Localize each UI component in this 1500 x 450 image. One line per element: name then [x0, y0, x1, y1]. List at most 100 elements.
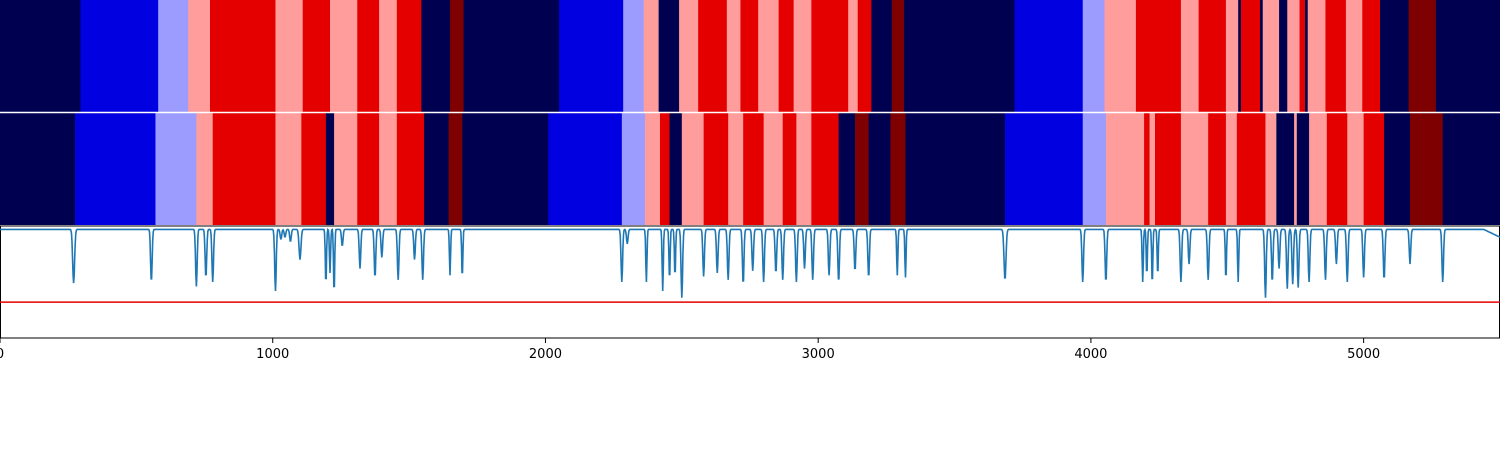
state-segment-1-30 [868, 113, 891, 225]
state-segment-1-33 [1005, 113, 1084, 225]
state-segment-0-50 [1380, 0, 1410, 112]
state-segment-1-18 [660, 113, 671, 225]
state-segment-0-14 [559, 0, 624, 112]
line-panel [0, 225, 1500, 339]
state-segment-0-1 [80, 0, 159, 112]
state-segment-1-31 [890, 113, 906, 225]
x-axis: 0 1000 2000 3000 4000 5000 [0, 338, 1380, 362]
state-segment-1-12 [424, 113, 450, 225]
state-row-bottom [0, 113, 1500, 225]
x-tick-label-0: 0 [0, 347, 4, 362]
state-segment-1-11 [396, 113, 425, 225]
state-segment-1-39 [1180, 113, 1209, 225]
state-segment-1-16 [621, 113, 646, 225]
state-segment-1-8 [334, 113, 358, 225]
state-segment-1-53 [1442, 113, 1500, 225]
state-segment-0-5 [275, 0, 304, 112]
state-segment-0-16 [643, 0, 660, 112]
state-segment-1-44 [1276, 113, 1295, 225]
state-segment-0-0 [0, 0, 81, 112]
state-segment-0-52 [1435, 0, 1500, 112]
state-segment-0-21 [740, 0, 759, 112]
state-segment-1-27 [811, 113, 840, 225]
state-segment-0-6 [302, 0, 331, 112]
state-segment-1-7 [325, 113, 335, 225]
state-segment-1-20 [681, 113, 705, 225]
state-segment-0-8 [357, 0, 380, 112]
state-segment-0-45 [1305, 0, 1309, 112]
state-segment-1-21 [703, 113, 729, 225]
line-panel-frame [0, 225, 1500, 339]
state-segment-1-37 [1149, 113, 1156, 225]
state-segment-1-17 [645, 113, 661, 225]
state-segment-1-29 [855, 113, 870, 225]
state-segment-0-18 [679, 0, 699, 112]
state-segment-1-50 [1363, 113, 1385, 225]
x-tick-label-1: 1000 [256, 347, 289, 362]
state-segment-0-29 [891, 0, 905, 112]
state-segment-1-24 [763, 113, 784, 225]
state-segment-1-2 [155, 113, 197, 225]
state-segment-1-47 [1309, 113, 1328, 225]
x-tick-label-2: 2000 [529, 347, 562, 362]
state-segment-0-12 [450, 0, 465, 112]
state-segment-1-32 [905, 113, 1006, 225]
state-segment-0-47 [1325, 0, 1347, 112]
state-segment-1-4 [212, 113, 276, 225]
state-segment-0-44 [1299, 0, 1306, 112]
state-segment-0-51 [1408, 0, 1437, 112]
state-segment-0-31 [1014, 0, 1084, 112]
state-segment-0-42 [1279, 0, 1288, 112]
state-segment-1-42 [1236, 113, 1266, 225]
state-segment-0-22 [758, 0, 780, 112]
state-segment-0-49 [1362, 0, 1381, 112]
state-segment-0-17 [658, 0, 680, 112]
state-segment-0-2 [158, 0, 189, 112]
x-tick-label-5: 5000 [1347, 347, 1380, 362]
state-segment-1-45 [1294, 113, 1298, 225]
state-segment-1-48 [1326, 113, 1348, 225]
state-segment-0-10 [396, 0, 422, 112]
state-segment-1-9 [357, 113, 380, 225]
x-tick-label-3: 3000 [802, 347, 835, 362]
state-segment-1-43 [1265, 113, 1277, 225]
state-segment-0-25 [811, 0, 849, 112]
state-segment-1-14 [462, 113, 549, 225]
state-segment-1-10 [379, 113, 398, 225]
state-segment-0-4 [210, 0, 276, 112]
state-segment-0-32 [1082, 0, 1106, 112]
state-segment-0-26 [848, 0, 859, 112]
state-segment-1-49 [1347, 113, 1365, 225]
state-segment-0-36 [1198, 0, 1227, 112]
state-segment-1-28 [838, 113, 856, 225]
score-line [0, 227, 1500, 298]
state-segment-1-3 [196, 113, 214, 225]
state-segment-0-3 [188, 0, 211, 112]
state-segment-1-13 [448, 113, 463, 225]
state-segment-1-23 [743, 113, 765, 225]
state-segment-1-40 [1208, 113, 1227, 225]
state-segment-1-19 [669, 113, 683, 225]
state-segment-1-5 [275, 113, 302, 225]
state-segment-0-9 [379, 0, 398, 112]
state-segment-0-37 [1225, 0, 1239, 112]
state-segment-0-30 [904, 0, 1016, 112]
state-segment-0-13 [463, 0, 560, 112]
x-tick-label-4: 4000 [1074, 347, 1107, 362]
state-segment-1-25 [782, 113, 797, 225]
state-segment-0-43 [1287, 0, 1301, 112]
state-segment-1-34 [1082, 113, 1107, 225]
state-segment-1-0 [0, 113, 76, 225]
state-segment-0-24 [793, 0, 812, 112]
state-segment-1-52 [1410, 113, 1444, 225]
state-segment-0-28 [871, 0, 893, 112]
state-segment-1-41 [1225, 113, 1238, 225]
state-segment-0-23 [778, 0, 795, 112]
state-segment-1-51 [1384, 113, 1411, 225]
state-segment-0-35 [1180, 0, 1200, 112]
state-segment-0-38 [1238, 0, 1242, 112]
state-segment-0-27 [857, 0, 872, 112]
state-segment-1-22 [728, 113, 744, 225]
state-segment-0-41 [1262, 0, 1280, 112]
state-segment-0-39 [1240, 0, 1261, 112]
